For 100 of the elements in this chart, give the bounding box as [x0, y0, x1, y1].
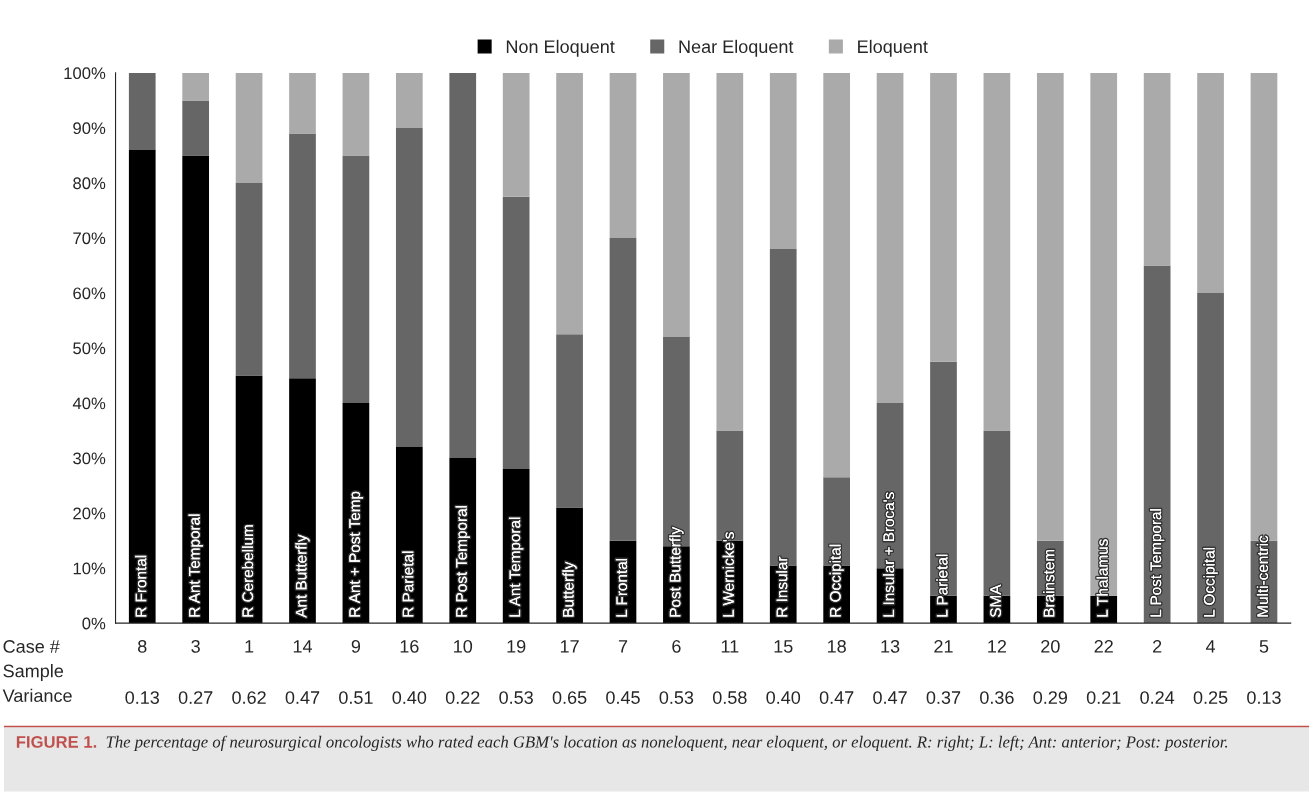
bar: [182, 100, 210, 156]
y-tick-label: 70%: [73, 232, 106, 245]
x-tick-label: L Frontal: [615, 558, 628, 617]
x-tick-label: R Occipital: [829, 544, 844, 617]
x-tick-label: L Post Temporal: [1150, 509, 1165, 617]
bar: [556, 334, 583, 508]
text: 0.27: [178, 691, 213, 704]
bar: [609, 72, 637, 238]
text: 21: [934, 640, 953, 653]
bar: [983, 72, 1011, 431]
bar: [502, 72, 530, 197]
bar: [1143, 72, 1171, 266]
text: 5: [1259, 640, 1269, 653]
text: 0.29: [1033, 691, 1068, 704]
y-tick-label: 100%: [64, 67, 106, 80]
text: 0.53: [499, 691, 533, 704]
x-tick-label: L Thalamus: [1096, 539, 1108, 617]
x-tick-label: L Wernicke's: [722, 532, 734, 617]
bar: [1197, 293, 1224, 624]
x-tick-label: L Insular + Broca's: [882, 492, 895, 617]
x-tick-label: L Parietal: [936, 554, 948, 617]
bar: [342, 155, 370, 404]
bar: [930, 72, 957, 362]
text: 17: [560, 640, 579, 653]
bar: [1197, 72, 1224, 294]
text: 1: [245, 640, 254, 653]
text: 0.37: [926, 691, 961, 704]
text: 0.53: [659, 691, 694, 704]
y-tick-label: 50%: [73, 342, 106, 355]
y-tick-label: 60%: [73, 287, 106, 300]
text: 18: [827, 640, 846, 653]
x-tick-label: L Ant Temporal: [509, 517, 524, 617]
text: 14: [293, 640, 313, 653]
x-tick-label: R Ant Temporal: [188, 514, 203, 617]
text: 0.13: [1247, 691, 1281, 704]
bar: [128, 149, 156, 624]
bar: [1036, 72, 1064, 541]
text: 0.45: [606, 691, 640, 704]
text: 4: [1205, 640, 1216, 653]
legend-label: Near Eloquent: [679, 39, 794, 57]
bar: [235, 182, 263, 376]
y-tick-label: 80%: [73, 177, 106, 190]
x-tick-label: Multi-centric: [1256, 535, 1269, 617]
bar: [663, 72, 690, 338]
legend-label: Non Eloquent: [506, 39, 615, 57]
bar: [769, 72, 797, 249]
text: 0.51: [339, 691, 373, 704]
text: 0.40: [392, 691, 427, 704]
text: 2: [1153, 640, 1162, 653]
bar: [823, 72, 850, 478]
x-tick-label: L Occipital: [1203, 547, 1218, 617]
text: 0.40: [766, 691, 801, 704]
text: 0.65: [552, 691, 587, 704]
text: 0.13: [125, 691, 160, 704]
bar: [182, 72, 210, 101]
text: 8: [138, 640, 147, 653]
text: 0.62: [232, 691, 266, 704]
bar: [235, 72, 263, 183]
x-tick-label: Post Butterfly: [669, 526, 684, 617]
text: 0.47: [819, 691, 854, 704]
text: 20: [1041, 640, 1060, 653]
x-tick-label: R Parietal: [402, 551, 414, 617]
text: 0.25: [1193, 691, 1228, 704]
bar: [609, 237, 637, 541]
text: 19: [507, 640, 526, 653]
text: 22: [1094, 640, 1113, 653]
text: 0.47: [285, 691, 320, 704]
text: 9: [351, 640, 361, 653]
bar: [876, 72, 904, 404]
y-tick-label: 10%: [73, 562, 106, 575]
text: Sample Variance: [2, 664, 72, 703]
text: 0.58: [712, 691, 747, 704]
text: 16: [400, 640, 419, 653]
x-tick-label: Ant Butterfly: [295, 534, 310, 618]
bar: [289, 72, 316, 134]
y-tick-label: 40%: [72, 397, 106, 410]
text: Case #: [3, 640, 60, 653]
text: 6: [672, 640, 681, 653]
text: 0.22: [445, 691, 480, 704]
text: 0.47: [873, 691, 907, 704]
text: 0.36: [980, 691, 1014, 704]
bar: [342, 72, 370, 156]
bar: [449, 72, 477, 459]
text: 13: [881, 640, 900, 653]
y-tick-label: 90%: [73, 122, 106, 135]
x-tick-label: SMA: [990, 584, 1001, 617]
bar: [716, 72, 744, 431]
y-tick-label: 0%: [82, 617, 106, 630]
text: 0.21: [1086, 691, 1121, 704]
caption: FIGURE 1.: [16, 736, 97, 748]
text: 10: [454, 640, 473, 653]
x-tick-label: Brainstem: [1043, 549, 1055, 617]
text: 11: [721, 640, 739, 653]
x-tick-label: R Post Temporal: [455, 506, 470, 617]
bar: [289, 133, 316, 379]
bar: [182, 155, 210, 624]
legend-label: Eloquent: [858, 39, 928, 57]
bar: [128, 72, 156, 150]
bar: [502, 196, 530, 470]
x-tick-label: R Cerebellum: [241, 525, 254, 617]
